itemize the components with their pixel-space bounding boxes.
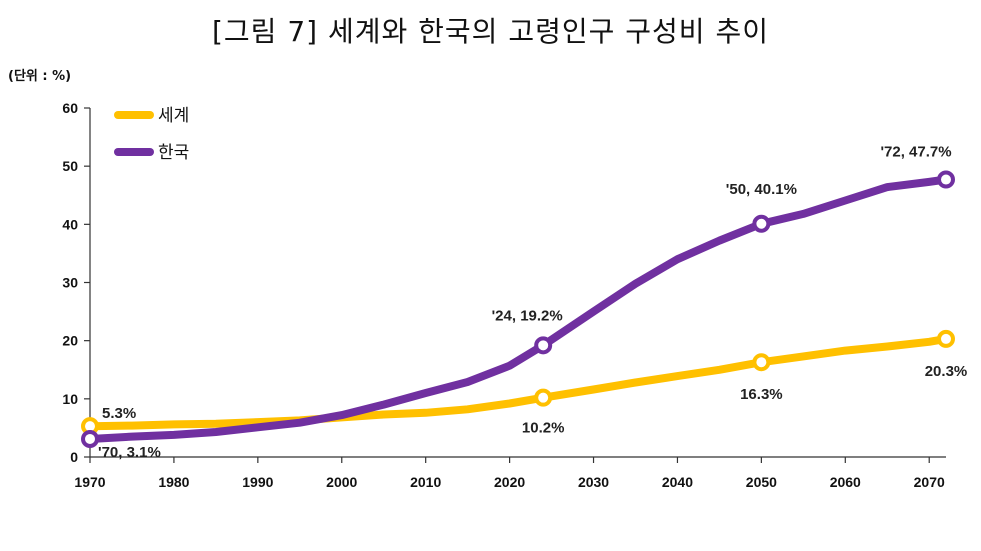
data-label: 5.3% [102,405,136,422]
x-tick-label: 1970 [74,474,105,490]
y-tick-label: 50 [62,158,78,174]
series-line-0 [86,334,950,431]
x-tick-label: 2070 [914,474,945,490]
data-point-marker [752,214,771,233]
x-tick-label: 2020 [494,474,525,490]
x-tick-label: 2060 [830,474,861,490]
series-markers [81,170,955,448]
data-label: '70, 3.1% [98,444,161,461]
data-point-marker [937,329,955,348]
y-tick-label: 30 [62,275,78,291]
y-tick-label: 0 [70,449,78,465]
y-tick-label: 10 [62,391,78,407]
x-tick-label: 1990 [242,474,273,490]
data-label: '24, 19.2% [492,307,563,324]
chart-title: [그림 7] 세계와 한국의 고령인구 구성비 추이 [212,15,769,48]
data-point-marker [534,388,553,407]
x-tick-label: 2010 [410,474,441,490]
series-lines [86,175,950,443]
legend-label: 한국 [158,143,189,163]
y-tick-label: 40 [62,216,78,232]
data-labels: 5.3% 10.2% 16.3% 20.3% '70, 3.1% '24, 19.2% '5… [98,144,967,461]
data-point-marker [937,170,955,189]
x-tick-label: 2040 [662,474,693,490]
x-tick-label: 2050 [746,474,777,490]
legend-label: 세계 [158,106,189,126]
data-label: 20.3% [925,363,968,380]
data-label: 10.2% [522,420,565,437]
data-label: '50, 40.1% [726,181,797,198]
unit-label: (단위 : %) [8,68,71,84]
data-point-marker [752,353,771,372]
data-label: 16.3% [740,386,783,403]
x-tick-label: 2000 [326,474,357,490]
series-line-1 [86,175,950,443]
data-point-marker [81,429,99,448]
y-tick-label: 20 [62,333,78,349]
y-tick-label: 60 [62,100,78,116]
data-label: '72, 47.7% [880,144,951,161]
x-tick-label: 2030 [578,474,609,490]
data-point-marker [534,336,553,355]
x-tick-label: 1980 [158,474,189,490]
